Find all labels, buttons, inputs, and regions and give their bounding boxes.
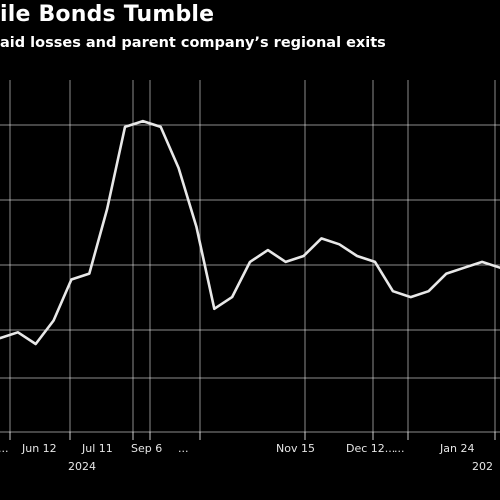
x-tick-label: Sep 6 [131,442,162,455]
x-tick-label: Dec 12... [346,442,395,455]
year-label: 2024 [68,460,96,473]
x-tick-label: Nov 15 [276,442,315,455]
chart-title: ile Bonds Tumble [0,2,215,27]
chart-subtitle: aid losses and parent company’s regional… [0,35,386,51]
x-tick-label: Jan 24 [439,442,474,455]
x-tick-label: ... [178,442,189,455]
x-tick-label: ... [394,442,405,455]
year-label: 202 [472,460,493,473]
x-tick-label: ... [0,442,9,455]
x-tick-label: Jul 11 [81,442,113,455]
series-line [0,119,500,346]
x-tick-label: Jun 12 [21,442,57,455]
